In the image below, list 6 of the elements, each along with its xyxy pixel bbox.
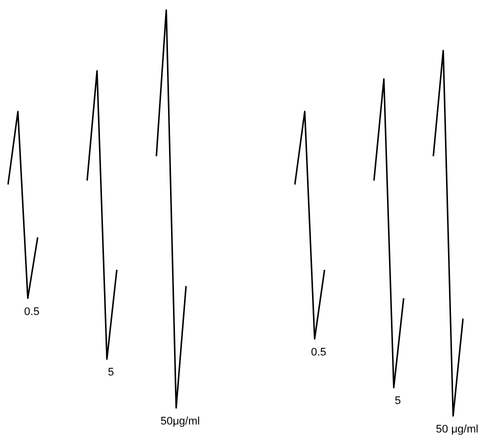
series-label: 50μg/ml	[160, 415, 200, 428]
series-label: 50 μg/ml	[436, 424, 478, 436]
series-label: 5	[394, 395, 401, 408]
series-label: 0.5	[310, 346, 326, 358]
series-label: 0.5	[24, 306, 40, 318]
series-label: 5	[108, 366, 114, 379]
